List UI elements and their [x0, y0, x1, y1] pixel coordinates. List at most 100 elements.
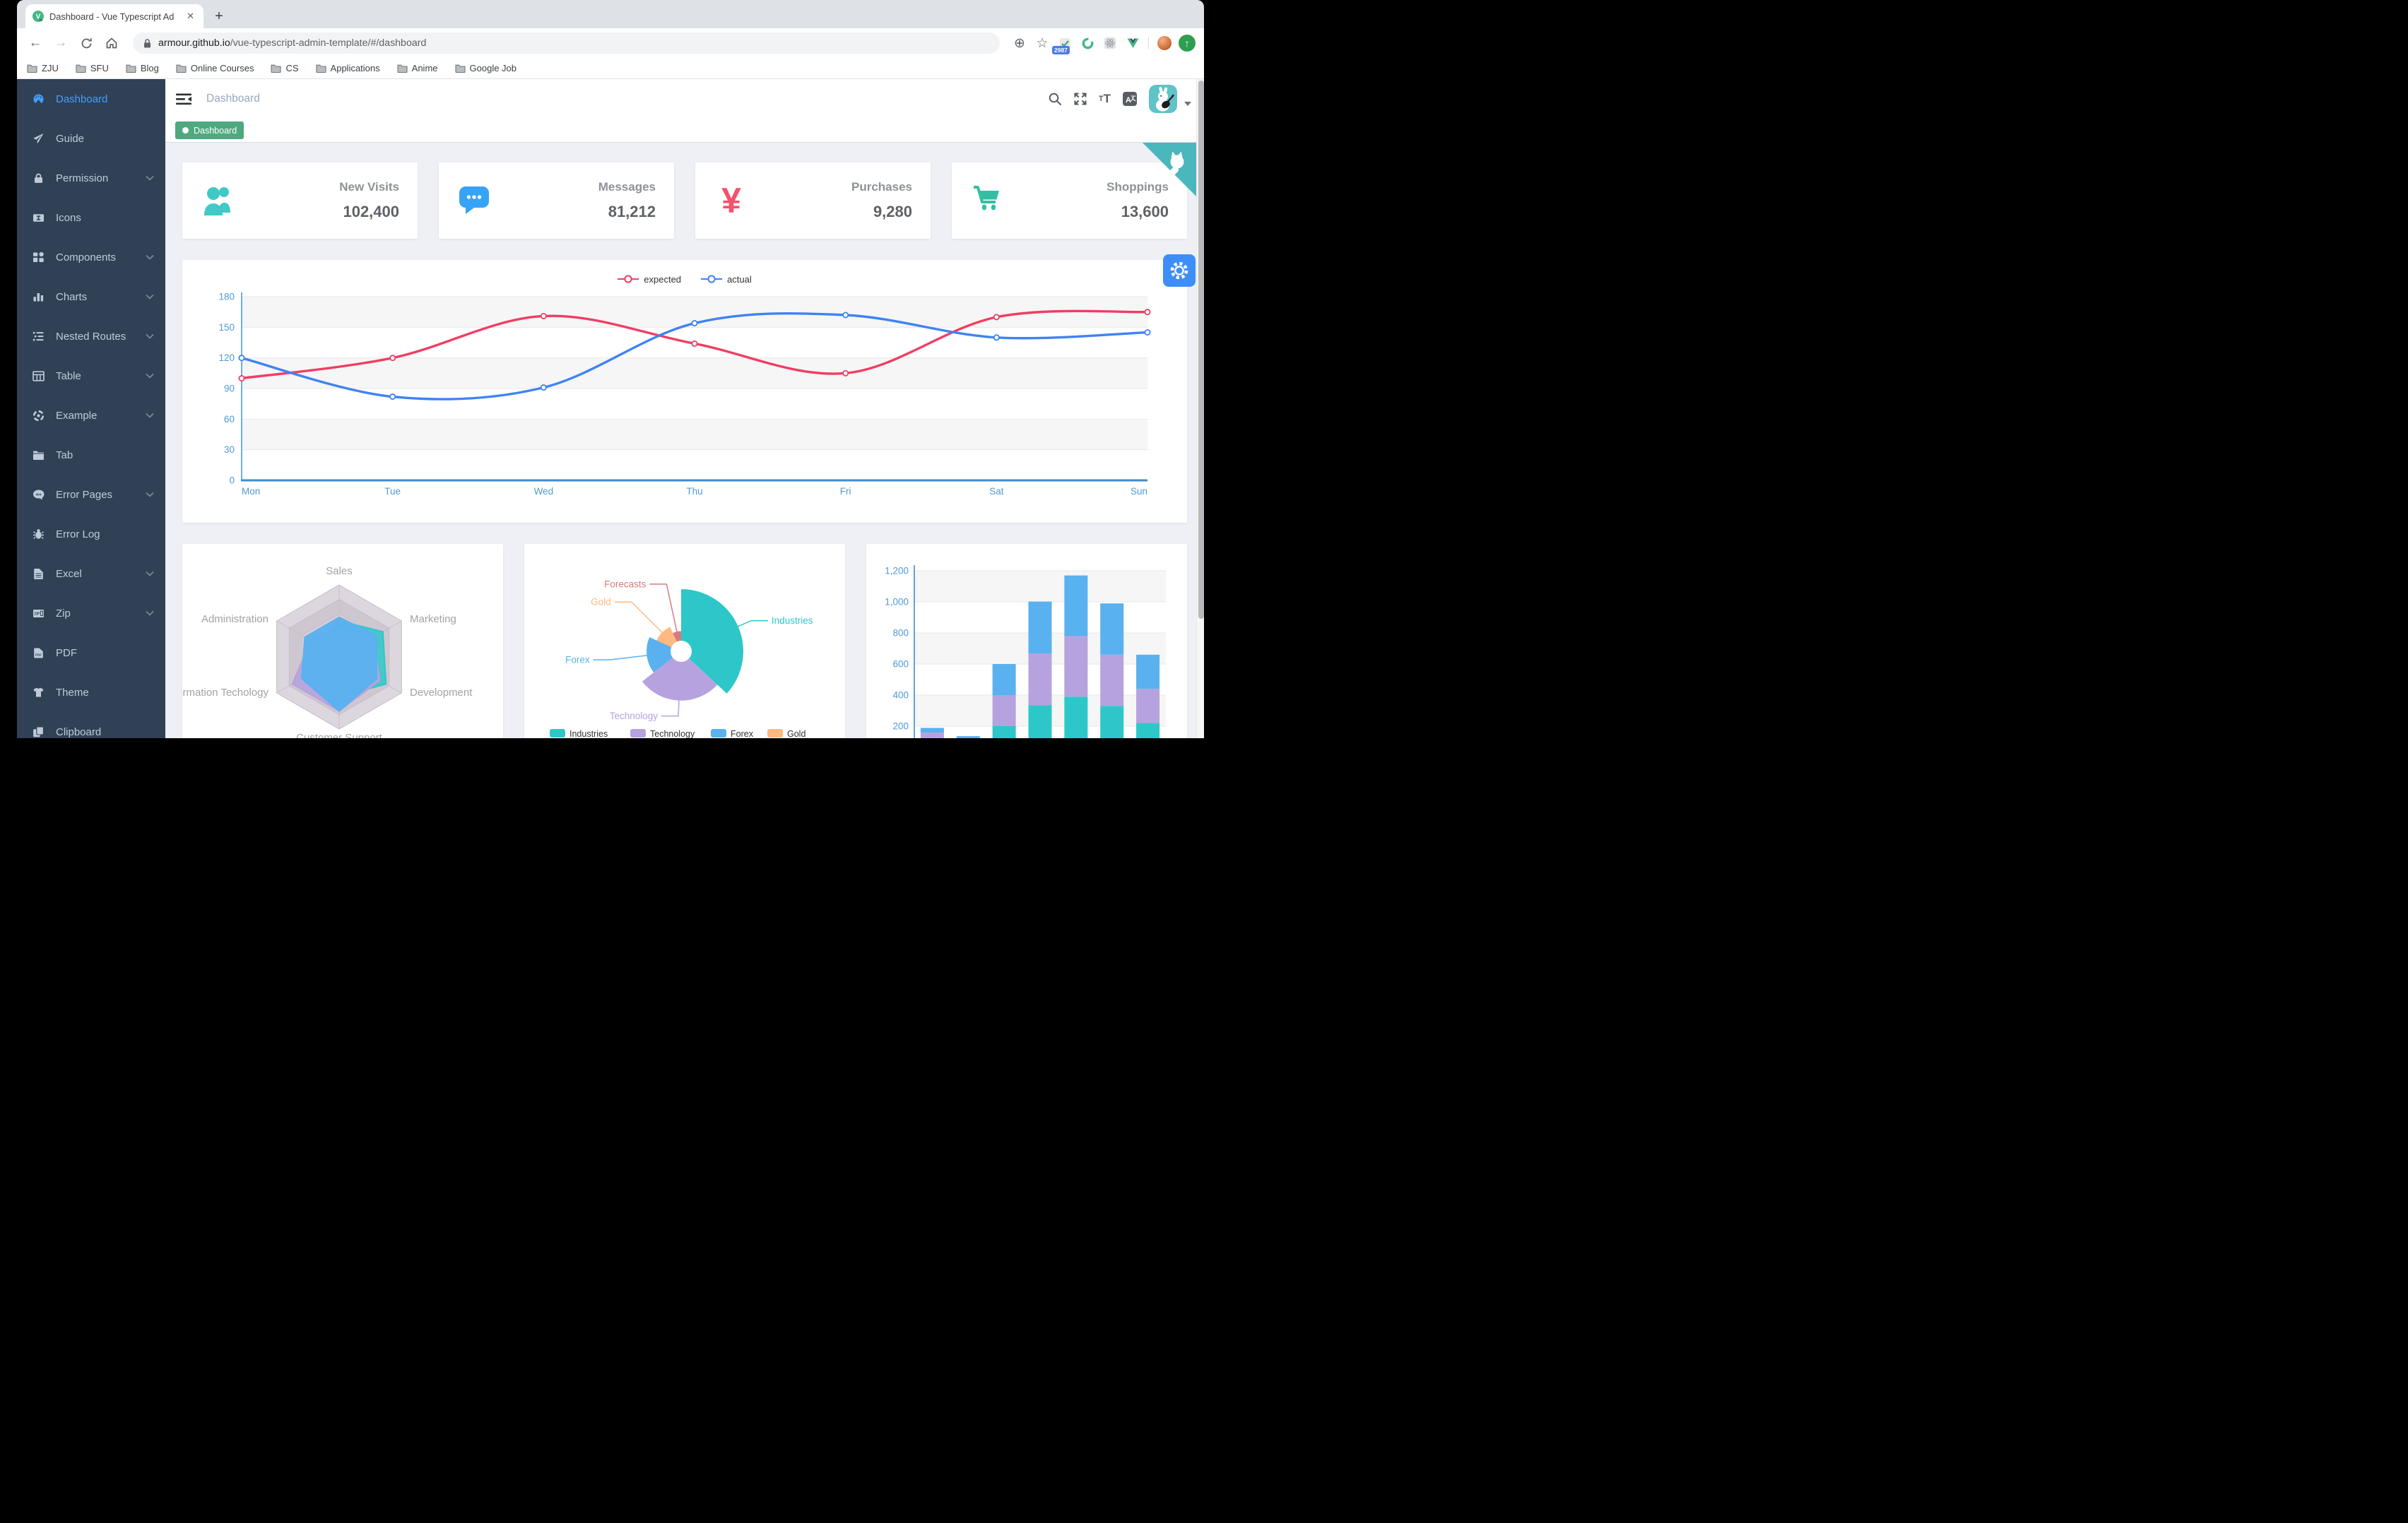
bookmark-star-icon[interactable]: ☆ — [1036, 35, 1049, 51]
user-avatar[interactable] — [1149, 85, 1177, 113]
icons-icon — [33, 212, 45, 224]
sidebar-item-table[interactable]: Table — [17, 356, 165, 396]
line-chart-legend: expected actual — [199, 270, 1170, 288]
sidebar-item-theme[interactable]: Theme — [17, 672, 165, 712]
bookmark-item[interactable]: Online Courses — [176, 63, 254, 73]
sidebar-item-zip[interactable]: ZIP Zip — [17, 593, 165, 633]
chevron-down-icon — [146, 413, 154, 418]
sidebar-toggle-icon[interactable] — [165, 79, 202, 119]
bug-icon — [33, 528, 45, 540]
svg-text:Administration: Administration — [201, 613, 268, 625]
extension-vue-icon[interactable] — [1123, 33, 1143, 53]
extension-badge: 2987 — [1052, 46, 1070, 54]
chevron-down-icon — [146, 333, 154, 339]
tag-label: Dashboard — [194, 125, 237, 136]
svg-text:ZIP: ZIP — [34, 612, 40, 616]
zoom-page-icon[interactable]: ⊕ — [1014, 35, 1025, 51]
extension-onetab-icon[interactable]: 2987 — [1052, 33, 1075, 54]
svg-text:Thu: Thu — [686, 486, 702, 497]
bottom-charts-row: Sales Marketing Development Customer Suppor… — [182, 544, 1187, 738]
bookmark-item[interactable]: Google Job — [454, 63, 517, 73]
fullscreen-icon[interactable] — [1073, 92, 1087, 106]
sidebar-item-components[interactable]: Components — [17, 237, 165, 277]
reload-icon[interactable] — [75, 32, 98, 54]
svg-text:ts: ts — [40, 18, 43, 22]
legend-item-actual[interactable]: actual — [701, 274, 752, 285]
new-tab-button[interactable]: + — [215, 8, 223, 24]
svg-text:PDF: PDF — [35, 653, 42, 656]
example-icon — [33, 410, 45, 422]
breadcrumb[interactable]: Dashboard — [206, 93, 260, 105]
svg-text:Gold: Gold — [787, 729, 805, 738]
bookmark-item[interactable]: Anime — [397, 63, 438, 73]
chevron-down-icon — [146, 571, 154, 576]
people-icon — [201, 182, 236, 220]
sidebar-item-icons[interactable]: Icons — [17, 198, 165, 237]
tab-close-icon[interactable]: ✕ — [187, 11, 194, 21]
forward-icon[interactable]: → — [54, 35, 68, 50]
sidebar-item-permission[interactable]: Permission — [17, 158, 165, 198]
url-bar[interactable]: armour.github.io/vue-typescript-admin-te… — [133, 32, 1000, 54]
theme-icon — [33, 687, 45, 699]
sidebar-item-label: Icons — [56, 211, 81, 224]
svg-text:400: 400 — [892, 690, 909, 701]
svg-text:Forex: Forex — [731, 729, 754, 738]
sidebar-item-label: Error Pages — [56, 488, 113, 501]
sidebar-item-nested-routes[interactable]: Nested Routes — [17, 316, 165, 356]
bookmark-item[interactable]: Applications — [315, 63, 380, 73]
sidebar-item-pdf[interactable]: PDF PDF — [17, 633, 165, 672]
sidebar-item-tab[interactable]: Tab — [17, 435, 165, 475]
sidebar-item-label: Excel — [56, 567, 82, 580]
chevron-down-icon — [146, 254, 154, 260]
sidebar-item-guide[interactable]: Guide — [17, 119, 165, 158]
radar-chart-card: Sales Marketing Development Customer Suppor… — [182, 544, 503, 738]
chevron-down-icon[interactable] — [1184, 102, 1191, 106]
components-icon — [33, 251, 45, 263]
stat-value: 9,280 — [873, 203, 912, 220]
stats-row: New Visits 102,400 Messages 81,212 ¥ Purcha… — [182, 162, 1187, 239]
line-chart-card: expected actual 0 30 60 90 120 150 180 Mon Tue Wed… — [182, 260, 1187, 523]
extension-green-icon[interactable] — [1078, 33, 1097, 53]
sidebar-item-label: Charts — [56, 290, 88, 303]
svg-text:Mon: Mon — [242, 486, 260, 497]
radar-chart: Sales Marketing Development Customer Suppor… — [182, 565, 473, 738]
translate-icon[interactable]: A — [1122, 91, 1138, 107]
chevron-down-icon — [146, 294, 154, 300]
bookmark-item[interactable]: SFU — [76, 63, 109, 73]
svg-text:Sales: Sales — [326, 565, 353, 577]
pie-chart-card: Industries Technology Forex Gold Forecasts In… — [524, 544, 845, 738]
bookmark-item[interactable]: ZJU — [27, 63, 59, 73]
profile-avatar[interactable] — [1155, 33, 1174, 53]
sidebar-item-error-pages[interactable]: 404 Error Pages — [17, 475, 165, 514]
search-icon[interactable] — [1048, 92, 1062, 106]
sidebar-item-clipboard[interactable]: Clipboard — [17, 712, 165, 738]
lock-icon — [33, 172, 45, 184]
back-icon[interactable]: ← — [28, 35, 42, 50]
sidebar-item-error-log[interactable]: Error Log — [17, 514, 165, 554]
sidebar-item-charts[interactable]: Charts — [17, 277, 165, 316]
bar-chart: 2004006008001,0001,200MonTueWedThuFriSat… — [885, 565, 1166, 738]
svg-text:Gold: Gold — [591, 597, 611, 608]
chrome-update-icon[interactable]: ↑ — [1177, 33, 1197, 53]
tags-view-bar: Dashboard — [165, 119, 1204, 143]
svg-text:Industries: Industries — [569, 729, 608, 738]
page-scrollbar[interactable] — [1196, 79, 1204, 738]
scrollbar-thumb[interactable] — [1198, 81, 1204, 619]
sidebar-item-label: Dashboard — [56, 93, 108, 105]
legend-item-expected[interactable]: expected — [618, 274, 681, 285]
extension-react-icon[interactable] — [1100, 33, 1120, 53]
sidebar-item-example[interactable]: Example — [17, 396, 165, 435]
sidebar-item-dashboard[interactable]: Dashboard — [17, 79, 165, 119]
sidebar-item-excel[interactable]: Excel — [17, 554, 165, 593]
settings-gear-button[interactable] — [1163, 254, 1196, 287]
github-corner[interactable] — [1143, 143, 1196, 200]
home-icon[interactable] — [100, 32, 123, 54]
sidebar-item-label: Tab — [56, 449, 73, 461]
bookmarks-bar: ZJU SFU Blog Online Courses CS Applications An… — [17, 58, 1204, 79]
bookmark-item[interactable]: Blog — [126, 63, 159, 73]
bookmark-item[interactable]: CS — [271, 63, 299, 73]
tag-dashboard[interactable]: Dashboard — [175, 122, 244, 139]
